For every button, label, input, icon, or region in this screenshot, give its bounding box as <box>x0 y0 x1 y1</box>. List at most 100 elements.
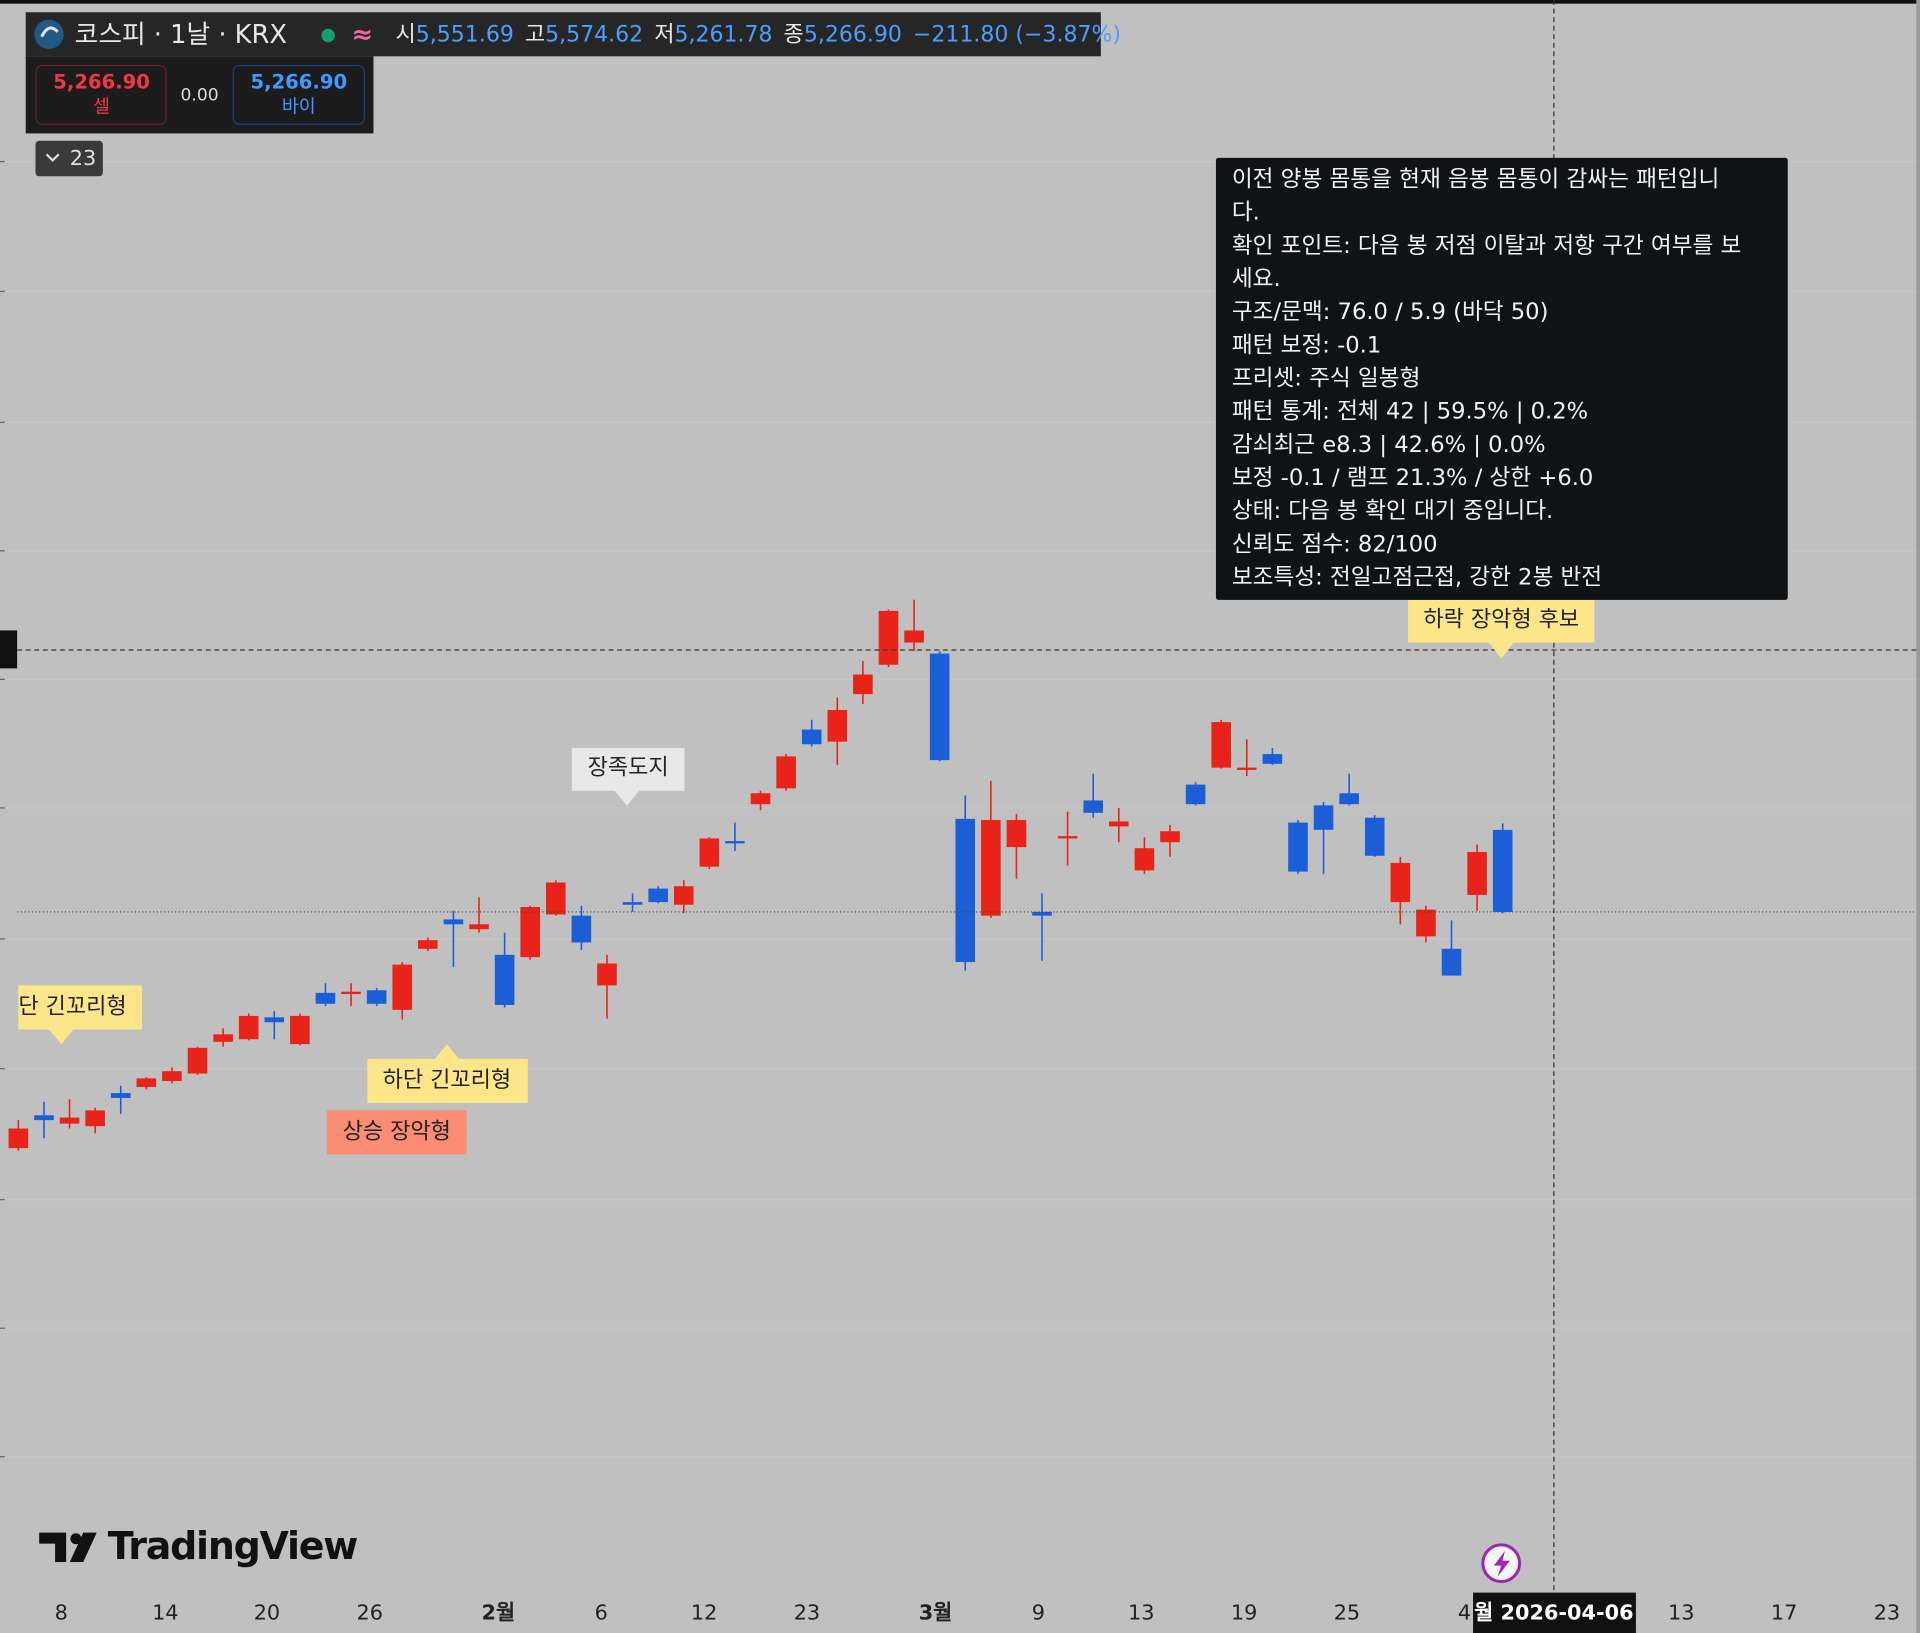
candle-body <box>136 1078 157 1088</box>
x-tick-label: 2월 <box>482 1600 516 1624</box>
candle-body <box>878 610 899 665</box>
candle-body <box>8 1128 29 1149</box>
candle-body <box>699 838 720 867</box>
candle-body <box>904 630 924 643</box>
candle-body <box>1083 800 1104 813</box>
tooltip-line: 확인 포인트: 다음 봉 저점 이탈과 저항 구간 여부를 보 <box>1232 233 1742 259</box>
x-tick-label: 13 <box>1128 1600 1154 1624</box>
x-tick-label: 23 <box>794 1600 820 1624</box>
sell-price: 5,266.90 <box>53 71 150 94</box>
x-axis: 8 14 20 26 2월 6 12 23 3월 9 13 19 25 4 13 17 23 월 2026-04-… <box>55 1592 1900 1633</box>
buy-label: 바이 <box>282 97 316 118</box>
legend-bar <box>25 12 1101 57</box>
low-label: 저 <box>654 23 674 48</box>
annotation-pointer <box>614 790 640 806</box>
candle-body <box>1416 909 1436 937</box>
x-tick-label: 17 <box>1771 1600 1797 1624</box>
tooltip-line: 다. <box>1232 200 1260 226</box>
candle-body <box>622 902 643 905</box>
candle-body <box>981 820 1001 916</box>
x-tick-label: 25 <box>1334 1600 1360 1624</box>
tooltip-line: 감쇠최근 e8.3 | 42.6% | 0.0% <box>1232 432 1546 458</box>
annotation-label: 단 긴꼬리형 <box>18 994 126 1019</box>
candle-body <box>1160 831 1180 843</box>
symbol-icon <box>34 19 64 49</box>
crosshair-date: 월 2026-04-06 <box>1474 1600 1633 1624</box>
logo-part <box>69 1532 97 1562</box>
annotation-pointer <box>434 1044 460 1059</box>
high-label: 고 <box>525 23 545 48</box>
candle-body <box>750 793 771 805</box>
tooltip-line: 프리셋: 주식 일봉형 <box>1232 365 1421 391</box>
market-status <box>321 28 335 43</box>
tooltip-line: 세요. <box>1232 266 1281 292</box>
x-tick-label: 19 <box>1231 1600 1257 1624</box>
candle-body <box>1313 805 1334 830</box>
candle-body <box>59 1117 80 1124</box>
ohlc: 시5,551.69 고5,574.62 저5,261.78 종5,266.90 −211… <box>396 23 1121 48</box>
candle-body <box>1390 862 1411 903</box>
candle-body <box>85 1110 105 1127</box>
x-tick-label: 9 <box>1032 1600 1045 1624</box>
watermark: TradingView <box>108 1524 358 1568</box>
tooltip <box>1215 157 1788 600</box>
open-label: 시 <box>396 23 416 48</box>
candle-body <box>1236 767 1257 770</box>
sell-label: 셀 <box>93 97 110 118</box>
tooltip-line: 패턴 보정: -0.1 <box>1232 332 1381 358</box>
candle-body <box>290 1015 310 1045</box>
tradingview-logo: TradingView <box>39 1524 359 1568</box>
candle-body <box>1134 848 1155 871</box>
candle-body <box>264 1017 285 1023</box>
candle-body <box>366 990 387 1004</box>
candle-body <box>110 1093 131 1098</box>
annotation-label: 상승 장악형 <box>343 1119 451 1144</box>
open-value: 5,551.69 <box>416 23 514 48</box>
candle-body <box>1006 820 1027 848</box>
symbol-icon-mark <box>40 26 59 38</box>
top-border <box>0 0 1920 4</box>
indicator-toggle[interactable] <box>35 140 103 177</box>
annotation-label: 하단 긴꼬리형 <box>383 1068 512 1093</box>
candle-body <box>213 1034 233 1042</box>
candle-body <box>1339 793 1359 805</box>
x-tick-label: 8 <box>55 1600 68 1624</box>
buy-button[interactable] <box>232 64 365 125</box>
candle-body <box>801 729 822 745</box>
tooltip-line: 신뢰도 점수: 82/100 <box>1232 531 1438 557</box>
candle-body <box>827 710 848 742</box>
candle-body <box>162 1071 182 1081</box>
candle-body <box>853 674 873 695</box>
x-tick-label: 4 <box>1458 1600 1471 1624</box>
candle-body <box>1211 722 1231 768</box>
annotation-box <box>18 985 143 1030</box>
x-tick-label: 3월 <box>919 1600 953 1624</box>
price-axis-tag <box>0 630 18 669</box>
logo-part <box>39 1532 67 1562</box>
candle-body <box>469 924 489 930</box>
candle-body <box>238 1015 259 1040</box>
candle-body <box>673 886 694 905</box>
x-tick-label: 13 <box>1668 1600 1694 1624</box>
x-tick-label: 14 <box>152 1600 178 1624</box>
chevron <box>45 153 60 162</box>
candle-body <box>443 919 464 925</box>
annotation-box <box>326 1110 467 1155</box>
candle-body <box>315 992 336 1004</box>
sell-button[interactable] <box>35 64 167 125</box>
buy-price: 5,266.90 <box>250 71 347 94</box>
tooltip-line: 이전 양봉 몸통을 현재 음봉 몸통이 감싸는 패턴입니 <box>1232 166 1720 192</box>
right-border <box>1916 0 1920 1633</box>
annotation-box <box>571 747 685 791</box>
tooltip-line: 보조특성: 전일고점근접, 강한 2봉 반전 <box>1232 565 1602 591</box>
tooltip-line: 보정 -0.1 / 램프 21.3% / 상한 +6.0 <box>1232 465 1593 491</box>
candle-body <box>1032 911 1052 916</box>
annotation-box <box>1408 599 1595 643</box>
candle-body <box>1364 817 1385 856</box>
close-value: 5,266.90 <box>804 23 902 48</box>
high-value: 5,574.62 <box>545 23 643 48</box>
x-tick-label: 6 <box>595 1600 608 1624</box>
